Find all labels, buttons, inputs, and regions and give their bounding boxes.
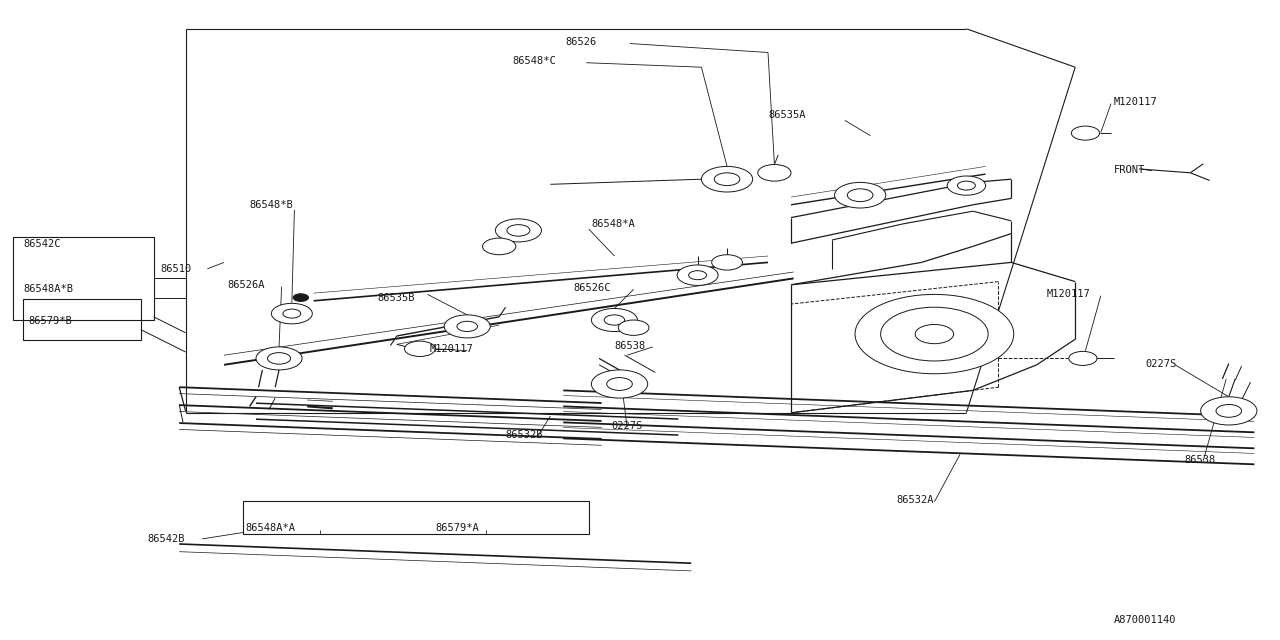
Circle shape xyxy=(283,309,301,318)
Text: M120117: M120117 xyxy=(1047,289,1091,300)
Circle shape xyxy=(507,225,530,236)
Text: 86526A: 86526A xyxy=(228,280,265,290)
Circle shape xyxy=(256,347,302,370)
Circle shape xyxy=(457,321,477,332)
Circle shape xyxy=(881,307,988,361)
Text: 86526: 86526 xyxy=(566,36,596,47)
Circle shape xyxy=(947,176,986,195)
Circle shape xyxy=(677,265,718,285)
Circle shape xyxy=(495,219,541,242)
Text: M120117: M120117 xyxy=(1114,97,1157,108)
Text: 86532B: 86532B xyxy=(506,430,543,440)
Circle shape xyxy=(714,173,740,186)
Text: 86579*B: 86579*B xyxy=(28,316,72,326)
Circle shape xyxy=(689,271,707,280)
Text: FRONT: FRONT xyxy=(1114,164,1144,175)
Circle shape xyxy=(293,294,308,301)
Circle shape xyxy=(957,181,975,190)
Text: 86535A: 86535A xyxy=(768,110,805,120)
Text: 86542B: 86542B xyxy=(147,534,184,544)
Circle shape xyxy=(758,164,791,181)
Text: 0227S: 0227S xyxy=(1146,358,1176,369)
Text: 0227S: 0227S xyxy=(612,420,643,431)
Bar xyxy=(13,237,154,320)
Text: M120117: M120117 xyxy=(430,344,474,354)
Circle shape xyxy=(1201,397,1257,425)
Circle shape xyxy=(835,182,886,208)
Circle shape xyxy=(271,303,312,324)
Text: 86548*C: 86548*C xyxy=(512,56,556,66)
Circle shape xyxy=(591,370,648,398)
Circle shape xyxy=(1069,351,1097,365)
Text: 86526C: 86526C xyxy=(573,283,611,293)
Circle shape xyxy=(915,324,954,344)
Text: 86532A: 86532A xyxy=(896,495,933,506)
Circle shape xyxy=(712,255,742,270)
Text: A870001140: A870001140 xyxy=(1114,614,1176,625)
Circle shape xyxy=(591,308,637,332)
Circle shape xyxy=(701,166,753,192)
Circle shape xyxy=(855,294,1014,374)
Circle shape xyxy=(404,341,435,356)
Text: 86538: 86538 xyxy=(1184,454,1215,465)
Text: 86538: 86538 xyxy=(614,340,645,351)
Text: 86548*B: 86548*B xyxy=(250,200,293,210)
Circle shape xyxy=(618,320,649,335)
Text: 86535B: 86535B xyxy=(378,292,415,303)
Text: 86579*A: 86579*A xyxy=(435,523,479,533)
Text: 86548A*A: 86548A*A xyxy=(246,523,296,533)
Circle shape xyxy=(604,315,625,325)
Text: 86548*A: 86548*A xyxy=(591,219,635,229)
Circle shape xyxy=(483,238,516,255)
Circle shape xyxy=(847,189,873,202)
Circle shape xyxy=(1071,126,1100,140)
Circle shape xyxy=(1216,404,1242,417)
Text: 86542C: 86542C xyxy=(23,239,60,250)
Circle shape xyxy=(444,315,490,338)
Circle shape xyxy=(607,378,632,390)
Text: 86510: 86510 xyxy=(160,264,191,274)
Circle shape xyxy=(268,353,291,364)
Bar xyxy=(243,501,589,534)
Bar xyxy=(23,299,141,340)
Text: 86548A*B: 86548A*B xyxy=(23,284,73,294)
